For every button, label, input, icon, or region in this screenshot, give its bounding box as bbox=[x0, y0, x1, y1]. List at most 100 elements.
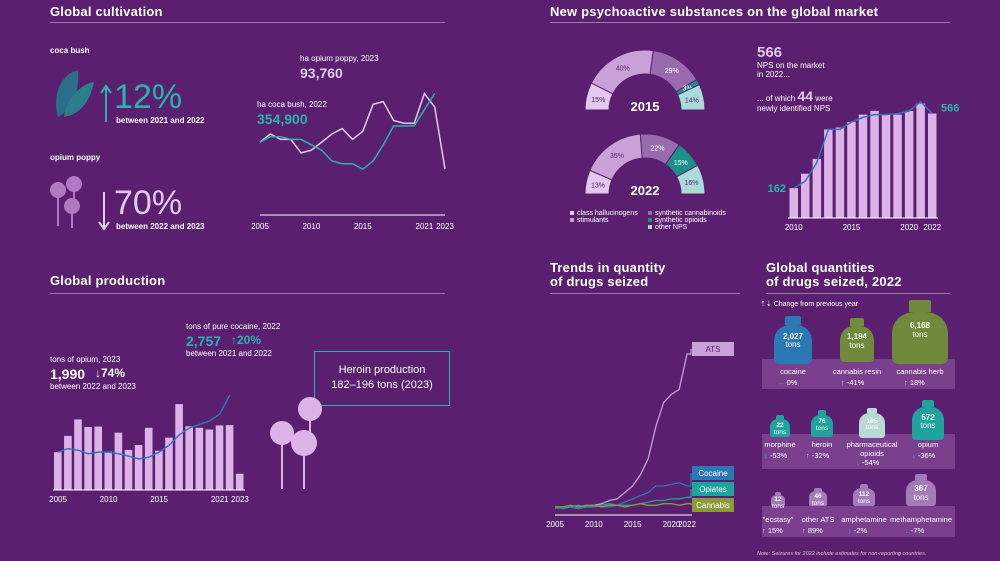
series-line bbox=[555, 503, 692, 508]
slice-label: 16% bbox=[684, 180, 698, 187]
arrow-up-icon bbox=[100, 84, 112, 122]
sack-unit: tons bbox=[785, 340, 801, 350]
change-value: 89% bbox=[807, 526, 823, 535]
coca-ha-label: ha coca bush, 2022 bbox=[257, 100, 327, 109]
sack-value: 46 tons bbox=[788, 493, 848, 508]
legend-label: synthetic opioids bbox=[655, 217, 707, 224]
slice-label: 40% bbox=[616, 66, 630, 73]
sack-number: 1,194 bbox=[846, 332, 868, 342]
sack-number: 6,168 bbox=[909, 321, 931, 331]
sack-tie bbox=[814, 488, 822, 492]
change-arrow-icon: ↑ bbox=[806, 451, 810, 460]
series-badge bbox=[692, 466, 734, 480]
drug-name: heroin bbox=[811, 440, 833, 449]
x-tick-label: 2020 bbox=[900, 223, 918, 232]
end-label: 566 bbox=[941, 103, 959, 115]
x-tick-label: 2005 bbox=[546, 520, 564, 529]
drug-name: opium bbox=[917, 440, 939, 449]
x-tick-label: 2022 bbox=[923, 223, 941, 232]
nps-newly: ... of which 44 were newly identified NP… bbox=[757, 88, 847, 113]
seized-row-1 bbox=[762, 359, 955, 389]
slice-label: 13% bbox=[591, 182, 605, 189]
change-value: -7% bbox=[910, 526, 925, 535]
legend-label: class hallucinogens bbox=[577, 210, 638, 217]
arrows-icon: ⇡⇣ bbox=[760, 301, 772, 308]
opium-pct: 70% bbox=[114, 184, 183, 222]
coca-period: between 2021 and 2022 bbox=[116, 116, 205, 125]
opium-prod-period: between 2022 and 2023 bbox=[50, 382, 136, 391]
drug-sack bbox=[859, 408, 885, 438]
change-arrow-icon: ↔ bbox=[777, 378, 785, 387]
nps-title: New psychoactive substances on the globa… bbox=[550, 4, 879, 19]
nps-line bbox=[793, 100, 933, 189]
drug-change: ↓ -7% bbox=[905, 526, 924, 535]
drug-sack bbox=[770, 415, 790, 437]
bar bbox=[858, 114, 868, 218]
trends-rule bbox=[550, 293, 740, 294]
trends-title: Trends in quantity of drugs seized bbox=[550, 261, 666, 289]
bar bbox=[235, 473, 244, 490]
sack-tie bbox=[908, 300, 932, 312]
change-value: -53% bbox=[769, 451, 788, 460]
legend-label: other NPS bbox=[655, 224, 688, 231]
nps-trend-chart: 162 566 2010 2015 2020 2022 bbox=[768, 100, 959, 232]
slice-label: 3% bbox=[682, 86, 692, 93]
bar bbox=[104, 451, 113, 490]
cultivation-rule bbox=[50, 22, 445, 23]
series-label: Cannabis bbox=[696, 501, 730, 510]
sack-unit: tons bbox=[815, 425, 829, 433]
change-value: -2% bbox=[853, 526, 868, 535]
legend-item: synthetic opioids bbox=[648, 217, 734, 224]
bar bbox=[789, 188, 798, 218]
nps-newly-prefix: ... of which bbox=[757, 94, 796, 103]
series-badge bbox=[692, 342, 734, 356]
change-value: 0% bbox=[786, 378, 798, 387]
sack-tie bbox=[866, 408, 878, 414]
drug-name: pharmaceutical opioids bbox=[846, 440, 898, 458]
drug-sack bbox=[906, 474, 936, 506]
drug-change: ↑ -32% bbox=[806, 451, 829, 460]
bar bbox=[64, 435, 72, 490]
drug-sack bbox=[892, 300, 948, 364]
bar bbox=[893, 114, 902, 218]
x-tick-label: 2015 bbox=[150, 495, 168, 504]
sack-value: 22 tons bbox=[750, 422, 810, 437]
arrow-down-icon: ↓ bbox=[95, 366, 101, 380]
drug-change: ↓ -2% bbox=[848, 526, 867, 535]
sack-number: 165 bbox=[866, 417, 878, 425]
bar bbox=[114, 432, 123, 490]
bar bbox=[84, 427, 92, 490]
coca-label: coca bush bbox=[50, 46, 90, 55]
nps-2015-chart: 15% 40% 29% 3% 14% 2015 bbox=[584, 49, 706, 114]
slice-label: 14% bbox=[685, 98, 699, 105]
bar bbox=[144, 427, 153, 490]
bar bbox=[904, 110, 914, 218]
sack-unit: tons bbox=[865, 424, 879, 432]
poppy-icon bbox=[50, 176, 82, 228]
sack-number: 12 bbox=[774, 495, 782, 503]
sack-body bbox=[774, 324, 812, 364]
legend-item: class hallucinogens bbox=[570, 210, 648, 217]
heroin-range: 182–196 tons (2023) bbox=[331, 379, 433, 391]
opium-prod-value: 1,990 bbox=[50, 366, 86, 382]
x-tick-label: 2023 bbox=[436, 222, 454, 231]
bar bbox=[928, 113, 937, 218]
x-tick-label: 2005 bbox=[251, 222, 269, 231]
cultivation-chart: 2005 2010 2015 2021 2023 bbox=[251, 91, 454, 231]
drug-name: amphetamine bbox=[841, 515, 887, 524]
sack-body bbox=[853, 487, 875, 506]
cocaine-prod-change-value: 20% bbox=[237, 333, 262, 347]
slice-label: 15% bbox=[674, 160, 688, 167]
bar bbox=[134, 445, 143, 490]
seized-title: Global quantities of drugs seized, 2022 bbox=[766, 261, 902, 289]
x-tick-label: 2015 bbox=[354, 222, 372, 231]
trends-title-line2: of drugs seized bbox=[550, 274, 649, 289]
sack-value: 6,168 tons bbox=[890, 322, 950, 339]
bar bbox=[124, 449, 133, 490]
bar bbox=[74, 419, 82, 490]
cocaine-prod-label: tons of pure cocaine, 2022 bbox=[186, 322, 281, 331]
x-tick-label: 2015 bbox=[843, 223, 861, 232]
nps-newly-suffix: were newly identified NPS bbox=[757, 94, 833, 113]
legend-label: synthetic cannabinoids bbox=[655, 210, 726, 217]
change-arrow-icon: ↓ bbox=[912, 451, 916, 460]
